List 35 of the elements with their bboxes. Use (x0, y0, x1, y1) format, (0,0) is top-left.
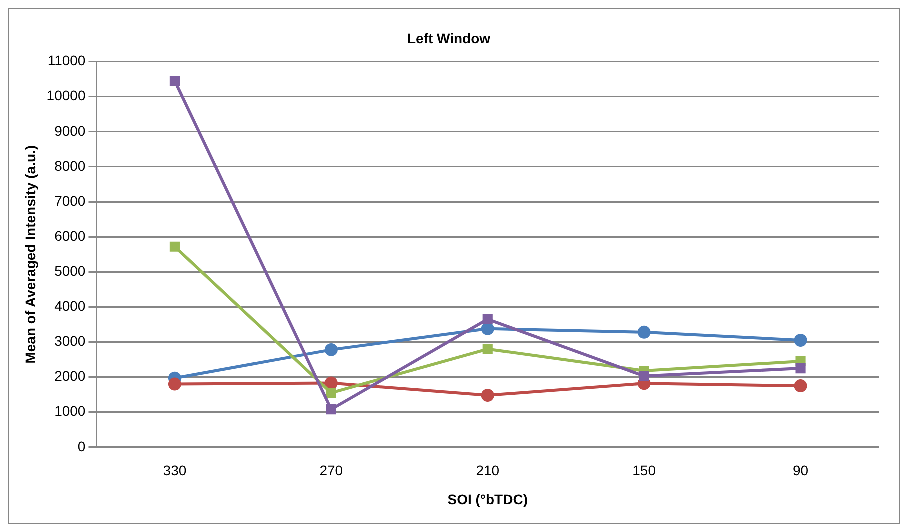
y-tick-label: 6000 (54, 228, 86, 244)
point (168, 378, 182, 391)
y-tick-label: 2000 (54, 368, 86, 384)
y-tick-label: 9000 (54, 122, 86, 139)
x-tick-label: 150 (632, 462, 656, 479)
y-tick-label: 1000 (54, 403, 86, 420)
chart-title: Left Window (407, 30, 491, 46)
x-tick-label: 270 (320, 462, 344, 479)
point (794, 380, 808, 393)
point (639, 371, 650, 382)
point (324, 376, 338, 390)
y-tick-label: 10000 (46, 88, 86, 104)
x-tick-label: 330 (163, 462, 187, 479)
point (170, 242, 180, 252)
point (326, 388, 336, 398)
point (482, 344, 493, 354)
x-tick-label: 90 (792, 462, 809, 479)
point (794, 334, 808, 347)
x-axis-title: SOI (°bTDC) (448, 491, 528, 508)
y-axis-title: Mean of Averaged Intensity (a.u.) (22, 145, 38, 364)
point (796, 363, 806, 374)
y-tick-label: 0 (78, 438, 86, 454)
point (638, 326, 651, 339)
y-tick-label: 7000 (54, 192, 86, 209)
point (482, 314, 493, 324)
point (170, 76, 180, 86)
point (326, 404, 336, 415)
y-tick-label: 8000 (54, 158, 86, 174)
y-tick-label: 5000 (54, 262, 86, 279)
y-tick-label: 11000 (48, 52, 86, 69)
x-tick-label: 210 (476, 462, 500, 479)
y-tick-label: 4000 (54, 298, 86, 314)
y-tick-label: 3000 (54, 333, 86, 350)
point (481, 389, 494, 402)
point (324, 343, 338, 356)
